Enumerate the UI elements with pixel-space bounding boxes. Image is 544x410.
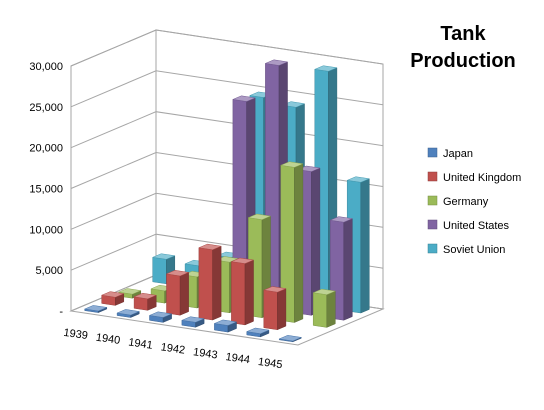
legend-swatch [427, 195, 438, 206]
y-tick-label: 5,000 [35, 265, 63, 277]
bar [312, 288, 337, 328]
bar [116, 309, 141, 318]
x-tick-label: 1943 [192, 346, 218, 361]
legend-label: Germany [443, 196, 489, 208]
legend-item: United Kingdom [427, 171, 521, 184]
x-axis: 1939 1940 1941 1942 1943 1944 1945 [63, 327, 283, 371]
bar [148, 311, 173, 323]
x-tick-label: 1945 [257, 356, 283, 371]
bar [262, 286, 287, 331]
y-tick-label: 15,000 [29, 184, 63, 196]
legend-swatch [427, 171, 438, 182]
legend-label: Japan [443, 148, 473, 160]
x-tick-label: 1940 [95, 332, 121, 347]
chart-title-line2: Production [410, 50, 516, 72]
legend-swatch [427, 147, 438, 158]
x-tick-label: 1944 [225, 351, 251, 366]
y-tick-label: 10,000 [29, 224, 63, 236]
y-tick-label: 30,000 [29, 61, 63, 73]
gridline [70, 111, 384, 149]
bar [213, 319, 238, 333]
bar [279, 161, 304, 323]
y-axis: - 5,000 10,000 15,000 20,000 25,000 30,000 [29, 61, 63, 318]
bar [165, 270, 190, 316]
legend-label: United States [443, 220, 510, 232]
bar [230, 257, 255, 326]
y-tick-label: 20,000 [29, 143, 63, 155]
bar [133, 292, 158, 311]
gridline [70, 29, 384, 67]
bar [278, 335, 303, 343]
legend-item: Japan [427, 147, 473, 160]
bar [245, 327, 270, 338]
legend-label: United Kingdom [443, 172, 521, 184]
x-tick-label: 1939 [63, 327, 89, 342]
y-tick-label: - [59, 306, 63, 318]
legend-swatch [427, 219, 438, 230]
legend: Japan United Kingdom Germany United States S… [427, 147, 521, 256]
bar [180, 316, 206, 328]
bar [100, 291, 125, 306]
legend-item: Germany [427, 195, 489, 208]
legend-label: Soviet Union [443, 244, 505, 256]
legend-item: Soviet Union [427, 243, 505, 256]
legend-swatch [427, 243, 438, 254]
chart-title-line1: Tank [440, 23, 486, 45]
gridline [70, 70, 384, 108]
x-tick-label: 1941 [128, 337, 154, 352]
x-tick-label: 1942 [160, 341, 186, 356]
bars [83, 59, 371, 343]
bar [197, 243, 223, 321]
y-tick-label: 25,000 [29, 102, 63, 114]
bar [83, 305, 108, 313]
legend-item: United States [427, 219, 510, 232]
